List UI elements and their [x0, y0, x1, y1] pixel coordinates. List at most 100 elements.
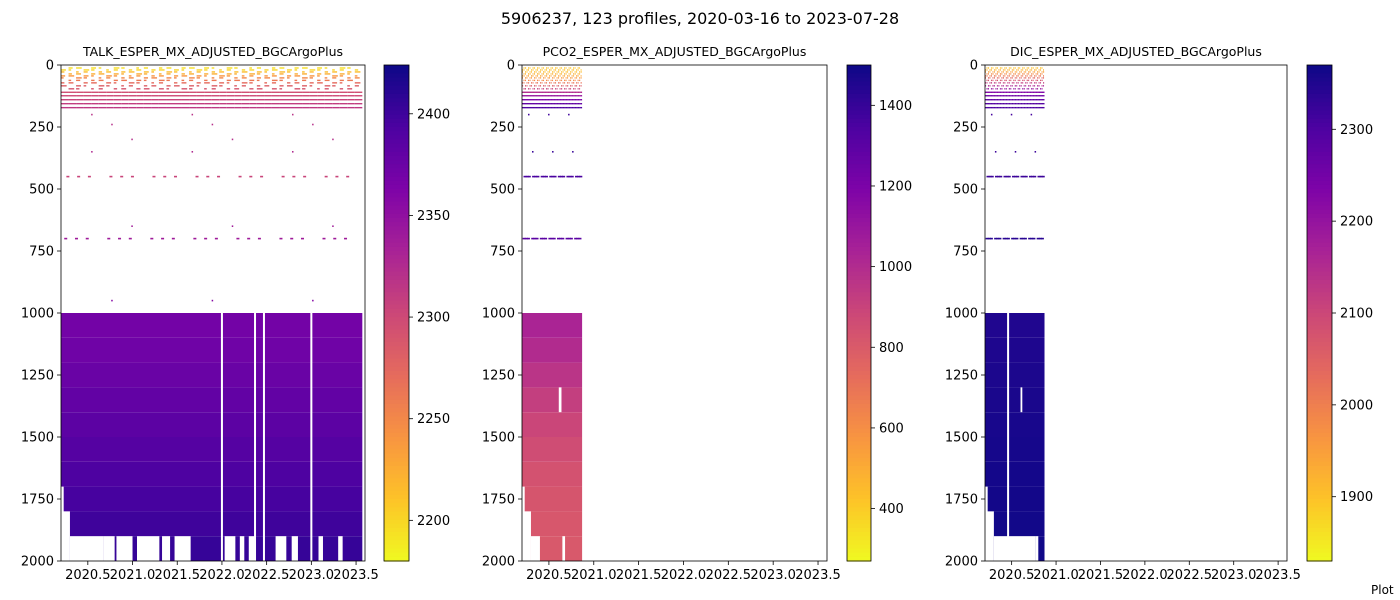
heatmap-streak [532, 95, 535, 97]
heatmap-streak [309, 91, 318, 93]
heatmap-streak [1023, 77, 1025, 79]
heatmap-streak [538, 95, 541, 97]
heatmap-streak [211, 88, 216, 90]
heatmap-streak [535, 99, 538, 101]
heatmap-streak [1023, 73, 1025, 75]
missing-data-area [1035, 536, 1039, 561]
colorbar-segment [1307, 321, 1332, 326]
heatmap-streak [528, 75, 530, 77]
heatmap-streak [999, 102, 1002, 105]
heatmap-sample [994, 237, 998, 240]
colorbar-segment [847, 160, 871, 165]
heatmap-sample [1016, 175, 1020, 178]
colorbar-segment [1307, 209, 1332, 215]
heatmap-streak [249, 69, 255, 71]
heatmap-streak [1011, 77, 1013, 79]
heatmap-streak [271, 82, 277, 84]
y-tick-label: 250 [490, 121, 515, 136]
heatmap-streak [537, 91, 539, 93]
colorbar-segment [847, 499, 871, 504]
colorbar-segment [1307, 370, 1332, 376]
colorbar-segment [384, 226, 409, 231]
heatmap-streak [541, 79, 543, 82]
chart-title: PCO2_ESPER_MX_ADJUSTED_BGCArgoPlus [543, 44, 807, 59]
heatmap-streak [173, 91, 182, 93]
heatmap-streak [1014, 99, 1017, 101]
y-tick-label: 1750 [945, 493, 978, 508]
colorbar-segment [384, 441, 409, 446]
heatmap-streak [158, 75, 164, 77]
heatmap-streak [256, 88, 263, 90]
colorbar-segment [847, 387, 871, 393]
heatmap-streak [106, 106, 114, 109]
heatmap-sample [161, 237, 165, 240]
colorbar-segment [384, 321, 409, 326]
heatmap-streak [128, 77, 134, 79]
heatmap-streak [993, 91, 996, 93]
heatmap-cell [522, 511, 583, 537]
colorbar-segment [1307, 102, 1332, 107]
heatmap-streak [532, 73, 534, 75]
colorbar-segment [847, 118, 871, 124]
heatmap-streak [531, 95, 533, 97]
heatmap-streak [1002, 91, 1005, 93]
heatmap-streak [219, 85, 223, 87]
y-tick-label: 2000 [21, 555, 54, 570]
heatmap-streak [264, 69, 269, 71]
heatmap-streak [309, 71, 314, 73]
colorbar-segment [847, 176, 871, 182]
colorbar-segment [1307, 69, 1332, 74]
heatmap-streak [173, 106, 182, 109]
colorbar-segment [384, 474, 409, 479]
colorbar-segment [847, 399, 871, 405]
heatmap-streak [992, 77, 994, 79]
heatmap-streak [1002, 69, 1004, 71]
heatmap-streak [562, 77, 564, 79]
heatmap-streak [990, 67, 992, 69]
colorbar-segment [1307, 288, 1332, 293]
heatmap-streak [567, 99, 569, 101]
heatmap-streak [537, 73, 539, 75]
heatmap-streak [992, 88, 994, 90]
x-tick-label: 2023.0 [750, 568, 796, 583]
heatmap-streak [196, 85, 200, 87]
heatmap-streak [1001, 85, 1003, 87]
heatmap-streak [121, 95, 129, 97]
heatmap-streak [128, 69, 133, 71]
heatmap-streak [564, 99, 566, 101]
heatmap-streak [540, 82, 542, 84]
heatmap-streak [528, 79, 530, 82]
heatmap-streak [546, 79, 548, 82]
heatmap-cell [985, 313, 1045, 338]
heatmap-streak [286, 102, 295, 105]
colorbar-segment [1307, 424, 1332, 430]
heatmap-streak [526, 102, 529, 105]
heatmap-streak [347, 106, 355, 109]
heatmap-streak [143, 67, 149, 69]
heatmap-streak [525, 99, 527, 101]
heatmap-streak [324, 77, 328, 79]
colorbar-segment [847, 259, 871, 264]
colorbar-segment [847, 213, 871, 219]
heatmap-streak [91, 88, 94, 90]
heatmap-streak [113, 99, 122, 101]
heatmap-streak [1002, 99, 1005, 101]
heatmap-streak [541, 73, 543, 75]
heatmap-streak [546, 73, 548, 75]
colorbar-segment [847, 490, 871, 496]
heatmap-streak [523, 88, 525, 90]
heatmap-streak [211, 99, 220, 101]
heatmap-streak [271, 88, 277, 90]
colorbar-segment [1307, 106, 1332, 112]
colorbar-segment [384, 180, 409, 186]
heatmap-streak [1022, 75, 1024, 77]
heatmap-streak [324, 99, 333, 101]
heatmap-streak [1014, 85, 1016, 87]
heatmap-streak [113, 82, 117, 84]
heatmap-streak [317, 82, 323, 84]
heatmap-streak [98, 79, 104, 82]
heatmap-streak [68, 69, 72, 71]
heatmap-streak [559, 67, 561, 69]
heatmap-streak [567, 82, 569, 84]
colorbar-segment [384, 98, 409, 103]
